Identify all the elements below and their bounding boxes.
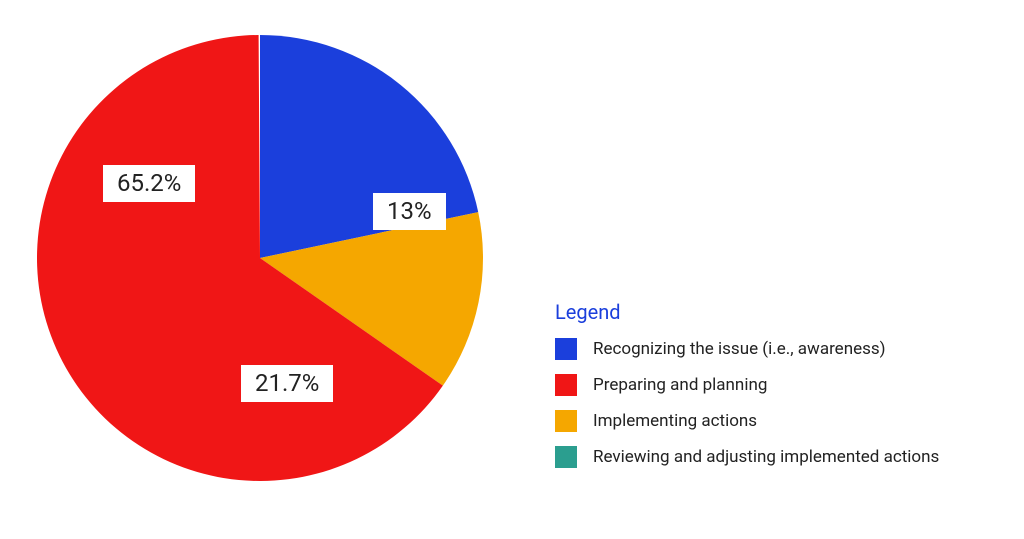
pie-value-label-recognizing: 21.7%	[241, 365, 333, 402]
legend-swatch	[555, 338, 577, 360]
legend-list: Recognizing the issue (i.e., awareness) P…	[555, 338, 939, 468]
legend-label: Implementing actions	[593, 411, 757, 431]
pie-value-label-preparing: 65.2%	[103, 165, 195, 202]
legend-swatch	[555, 410, 577, 432]
legend-swatch	[555, 446, 577, 468]
legend-label: Preparing and planning	[593, 375, 767, 395]
legend-title: Legend	[555, 300, 939, 324]
pie-value-label-implementing: 13%	[373, 193, 446, 230]
legend-swatch	[555, 374, 577, 396]
legend-item: Preparing and planning	[555, 374, 939, 396]
legend-item: Reviewing and adjusting implemented acti…	[555, 446, 939, 468]
pie-chart	[37, 35, 483, 481]
legend: Legend Recognizing the issue (i.e., awar…	[555, 300, 939, 468]
legend-label: Recognizing the issue (i.e., awareness)	[593, 339, 886, 359]
legend-label: Reviewing and adjusting implemented acti…	[593, 447, 939, 467]
legend-item: Recognizing the issue (i.e., awareness)	[555, 338, 939, 360]
legend-item: Implementing actions	[555, 410, 939, 432]
chart-canvas: 21.7% 13% 65.2% Legend Recognizing the iss…	[0, 0, 1024, 539]
